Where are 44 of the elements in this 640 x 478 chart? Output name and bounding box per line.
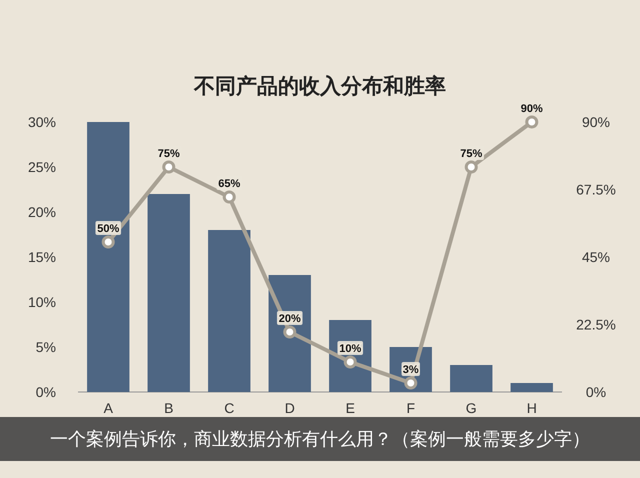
bar bbox=[148, 194, 190, 392]
data-label: 20% bbox=[278, 313, 301, 325]
bar bbox=[510, 383, 553, 392]
y-tick-label: 10% bbox=[28, 294, 56, 310]
point bbox=[464, 160, 478, 174]
y2-tick-label: 67.5% bbox=[576, 182, 616, 198]
x-tick-label: H bbox=[526, 400, 537, 416]
y2-tick-label: 90% bbox=[582, 114, 610, 130]
y2-tick-label: 22.5% bbox=[576, 316, 616, 332]
text: 一个案例告诉你，商业数据分析有什么用？（案例一般需要多少字） bbox=[50, 429, 590, 449]
x-tick-label: C bbox=[224, 400, 234, 416]
x-tick-label: D bbox=[284, 400, 295, 416]
x-tick-label: B bbox=[164, 400, 174, 416]
point bbox=[525, 116, 538, 128]
data-label: 75% bbox=[460, 148, 482, 160]
bar bbox=[87, 122, 130, 392]
chart-title: 不同产品的收入分布和胜率 bbox=[193, 74, 446, 98]
data-label: 3% bbox=[402, 364, 419, 376]
point bbox=[283, 326, 296, 338]
data-label: 75% bbox=[158, 148, 180, 160]
x-tick-label: G bbox=[466, 400, 477, 416]
y2-tick-label: 45% bbox=[582, 249, 610, 265]
point bbox=[162, 160, 176, 174]
y-tick-label: 0% bbox=[36, 384, 56, 400]
x-tick-label: E bbox=[346, 400, 355, 416]
data-label: 65% bbox=[218, 178, 240, 190]
point bbox=[102, 236, 115, 248]
x-tick-label: A bbox=[104, 400, 114, 416]
point bbox=[404, 376, 418, 390]
data-label: 10% bbox=[339, 343, 362, 355]
y-tick-label: 15% bbox=[28, 249, 56, 265]
data-label: 90% bbox=[520, 103, 543, 115]
y-tick-label: 5% bbox=[36, 339, 56, 355]
y-tick-label: 20% bbox=[28, 204, 56, 220]
bar bbox=[268, 275, 311, 392]
bar bbox=[208, 230, 250, 392]
y-tick-label: 30% bbox=[28, 114, 56, 130]
x-tick-label: F bbox=[406, 400, 416, 416]
bar bbox=[450, 365, 492, 392]
point bbox=[344, 356, 357, 368]
data-label: 50% bbox=[97, 223, 120, 235]
y2-tick-label: 0% bbox=[586, 384, 606, 400]
point bbox=[222, 190, 236, 204]
y-tick-label: 25% bbox=[28, 159, 56, 175]
